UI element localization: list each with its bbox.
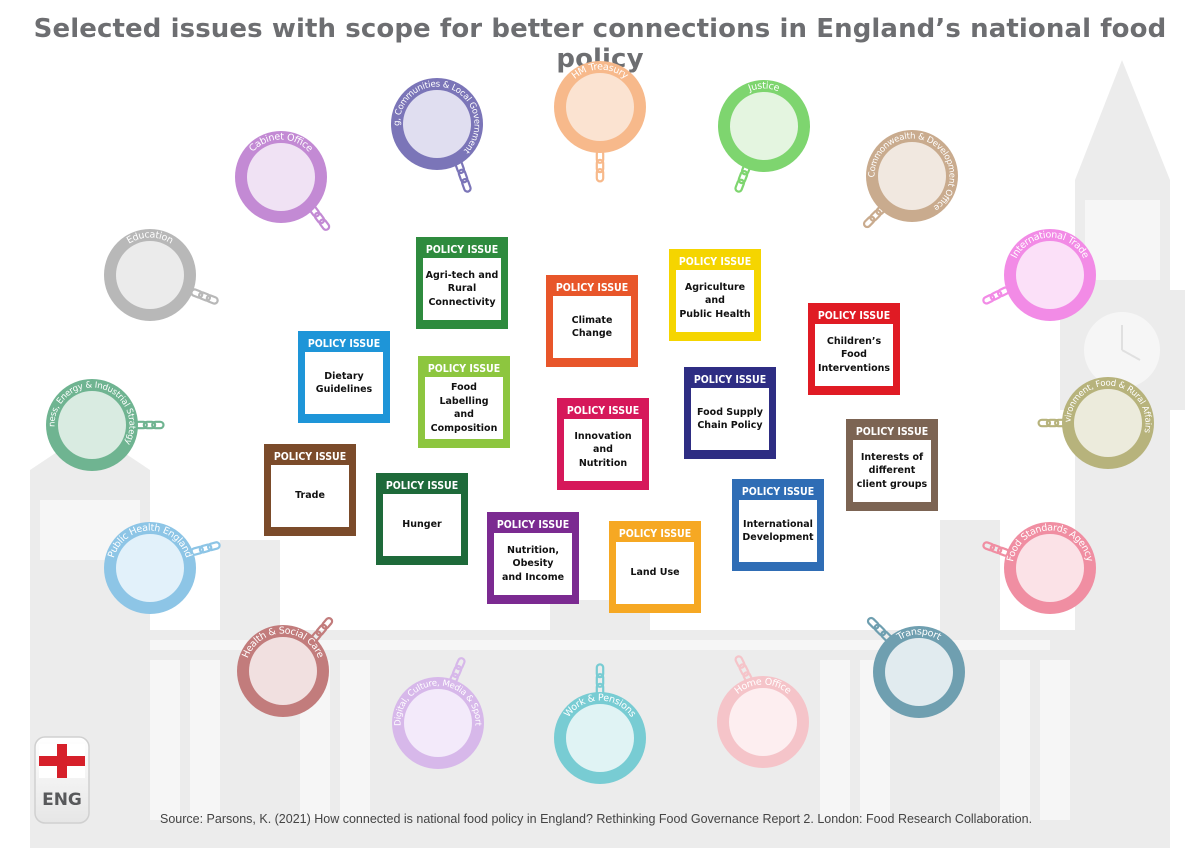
policy-issue-text: Interests of different client groups [853,440,931,502]
department-ring-center [247,143,315,211]
policy-issue-interests-client-groups: POLICY ISSUE Interests of different clien… [846,419,938,511]
department-food-standards-agency: Food Standards Agency [982,522,1096,614]
department-label: Environment, Food & Rural Affairs [0,0,1153,434]
department-ring-center [1016,241,1084,309]
policy-issue-header: POLICY ISSUE [385,480,459,492]
chain-link-icon [982,541,1010,557]
policy-issue-text: Climate Change [553,296,631,358]
department-transport: Transport [866,616,965,718]
policy-issue-header: POLICY ISSUE [555,282,629,294]
policy-issue-text: International Development [739,500,817,562]
policy-issue-header: POLICY ISSUE [566,405,640,417]
policy-issue-header: POLICY ISSUE [427,363,501,375]
department-work-pensions: Work & Pensions [554,663,646,784]
department-ring-center [566,73,634,141]
department-ring-center [249,637,317,705]
policy-issue-text: Food Labelling and Composition [425,377,503,439]
policy-issue-hunger: POLICY ISSUE Hunger [376,473,468,565]
department-cabinet-office: Cabinet Office [235,131,331,231]
chain-link-icon [595,663,605,698]
policy-issue-header: POLICY ISSUE [496,519,570,531]
policy-issue-header: POLICY ISSUE [425,244,499,256]
policy-issue-childrens-food: POLICY ISSUE Children’s Food Intervention… [808,303,900,395]
chain-link-icon [190,288,219,305]
policy-issue-header: POLICY ISSUE [618,528,692,540]
department-public-health-england: Public Health England [104,522,221,614]
badge-label: ENG [42,790,82,810]
chain-link-icon [595,149,605,183]
source-caption: Source: Parsons, K. (2021) How connected… [160,812,1033,826]
chain-link-icon [134,420,165,430]
department-label: Business, Energy & Industrial Strategy [0,0,137,446]
department-label: Transport [894,626,943,643]
department-ring-center [116,534,184,602]
policy-issue-text: Food Supply Chain Policy [691,388,769,450]
policy-issue-trade: POLICY ISSUE Trade [264,444,356,536]
policy-issue-header: POLICY ISSUE [741,486,815,498]
department-ring-center [1074,389,1142,457]
department-health-social-care: Health & Social Care [237,617,334,717]
policy-issue-agriculture-public-health: POLICY ISSUE Agriculture and Public Healt… [669,249,761,341]
policy-issue-agri-tech: POLICY ISSUE Agri-tech and Rural Connecti… [416,237,508,329]
department-ring-center [403,90,471,158]
department-ring-center [730,92,798,160]
policy-issue-land-use: POLICY ISSUE Land Use [609,521,701,613]
policy-issue-nutrition-obesity-income: POLICY ISSUE Nutrition, Obesity and Incom… [487,512,579,604]
policy-issue-text: Agriculture and Public Health [676,270,754,332]
policy-issue-header: POLICY ISSUE [855,426,929,438]
department-education: Education [104,229,219,321]
policy-issue-innovation-nutrition: POLICY ISSUE Innovation and Nutrition [557,398,649,490]
policy-issue-climate-change: POLICY ISSUE Climate Change [546,275,638,367]
department-ring-center [404,689,472,757]
chain-link-icon [309,617,334,643]
policy-issue-text: Agri-tech and Rural Connectivity [423,258,501,320]
policy-issue-food-labelling: POLICY ISSUE Food Labelling and Compositi… [418,356,510,448]
page-title: Selected issues with scope for better co… [33,14,1167,74]
department-justice: Justice [718,80,810,193]
policy-issue-header: POLICY ISSUE [273,451,347,463]
department-digital-culture: Digital, Culture, Media & Sport [392,657,484,769]
policy-issue-text: Innovation and Nutrition [564,419,642,481]
policy-issue-dietary-guidelines: POLICY ISSUE Dietary Guidelines [298,331,390,423]
policy-issue-international-development: POLICY ISSUE International Development [732,479,824,571]
policy-issue-text: Children’s Food Interventions [815,324,893,386]
policy-issue-text: Dietary Guidelines [305,352,383,414]
department-international-trade: International Trade [982,229,1096,321]
policy-issue-header: POLICY ISSUE [678,256,752,268]
policy-issue-header: POLICY ISSUE [817,310,891,322]
department-home-office: Home Office [717,655,809,768]
department-ring-center [729,688,797,756]
department-ring-center [566,704,634,772]
policy-issue-food-supply-chain: POLICY ISSUE Food Supply Chain Policy [684,367,776,459]
chain-link-icon [190,541,221,556]
policy-issue-text: Hunger [383,494,461,556]
policy-issue-header: POLICY ISSUE [693,374,767,386]
chain-link-icon [982,286,1010,305]
department-ring-center [116,241,184,309]
department-hm-treasury: HM Treasury [554,61,646,183]
england-flag-icon [34,736,90,824]
policy-issue-header: POLICY ISSUE [307,338,381,350]
department-ring-center [878,142,946,210]
policy-issue-text: Trade [271,465,349,527]
england-badge: ENG [34,736,90,824]
policy-issue-text: Nutrition, Obesity and Income [494,533,572,595]
department-ring-center [1016,534,1084,602]
department-ring-center [58,391,126,459]
department-label: Justice [746,80,781,94]
policy-issue-text: Land Use [616,542,694,604]
chain-link-icon [734,655,754,685]
department-ring-center [885,638,953,706]
